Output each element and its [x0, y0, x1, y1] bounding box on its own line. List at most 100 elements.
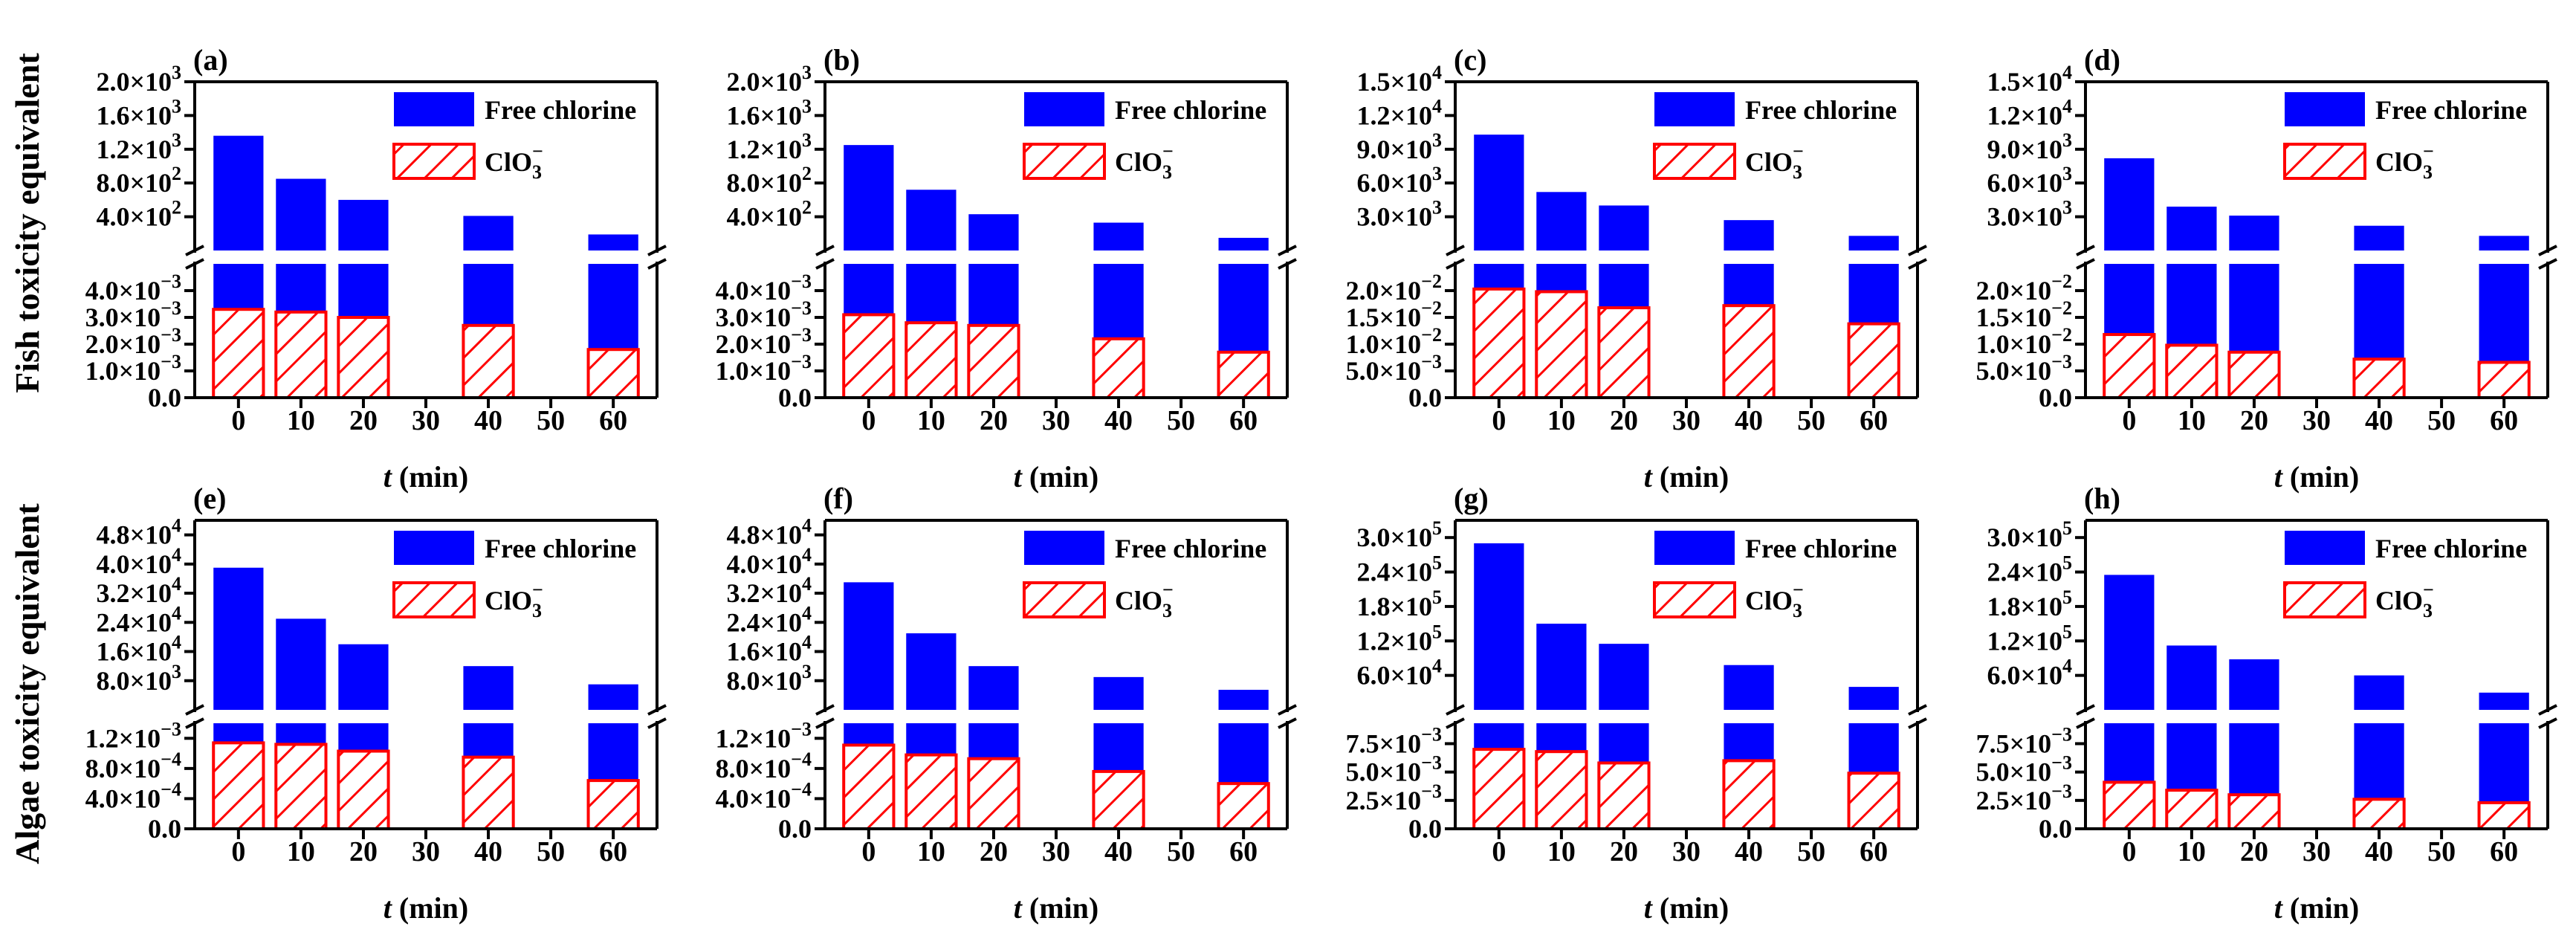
legend-chlorate-sup: −: [1793, 140, 1804, 162]
tick-exponent: 5: [1432, 621, 1442, 642]
tick-exponent: 2: [172, 197, 181, 219]
legend-swatch-chlorate: [392, 143, 476, 180]
tick-exponent: 4: [802, 632, 812, 653]
legend-chlorate-base: ClO: [1115, 147, 1162, 177]
legend-chlorate-sup: −: [532, 140, 543, 162]
legend-chlorate-sub: 3: [1793, 161, 1802, 183]
y-tick-label-upper: 9.0×103: [1356, 129, 1442, 164]
x-tick-label: 10: [287, 836, 315, 867]
x-tick-label: 60: [1860, 405, 1888, 436]
legend-swatch-free-chlorine: [2285, 531, 2365, 565]
tick-exponent: −2: [2051, 324, 2072, 346]
tick-exponent: 4: [1432, 656, 1442, 677]
bar-free-chlorine-upper: [968, 214, 1019, 250]
bar-free-chlorine-upper: [2104, 158, 2155, 250]
tick-exponent: 4: [172, 632, 181, 653]
y-tick-label-upper: 4.8×104: [96, 515, 181, 550]
tick-exponent: 4: [802, 602, 812, 624]
axis-break-mark: [815, 704, 835, 716]
bar-free-chlorine-upper: [276, 618, 326, 710]
bar-free-chlorine-upper: [1599, 205, 1649, 250]
y-tick-label-upper: 1.6×103: [96, 95, 181, 130]
tick-exponent: 5: [2062, 586, 2072, 608]
tick-exponent: 4: [2062, 95, 2072, 117]
bar-free-chlorine-upper: [844, 582, 894, 710]
bar-chlorate: [212, 308, 265, 400]
y-tick-label-lower: 0.0: [148, 383, 181, 413]
legend-label-free-chlorine: Free chlorine: [1115, 534, 1266, 563]
tick-exponent: 4: [172, 544, 181, 566]
tick-exponent: −3: [161, 297, 181, 319]
x-tick-label: 50: [1797, 405, 1825, 436]
bar-free-chlorine-upper: [844, 145, 894, 250]
panel-label: (d): [2084, 43, 2120, 77]
x-tick-label: 10: [287, 405, 315, 436]
y-tick-label-upper: 6.0×103: [1987, 163, 2072, 198]
bar-free-chlorine-upper: [1218, 237, 1269, 250]
axis-break-gap: [2084, 253, 2557, 262]
x-tick-label: 50: [1797, 836, 1825, 867]
legend-chlorate-sub: 3: [1793, 600, 1802, 621]
tick-exponent: −3: [791, 297, 812, 319]
y-tick-label-upper: 9.0×103: [1987, 129, 2072, 164]
bar-chlorate: [2103, 780, 2156, 830]
panel-a: 4.0×1028.0×1021.2×1031.6×1032.0×1030.01.…: [85, 43, 667, 494]
bar-free-chlorine-upper: [213, 135, 264, 250]
x-tick-label: 0: [231, 405, 245, 436]
bar-free-chlorine-upper: [2229, 216, 2279, 250]
legend-swatch-chlorate: [392, 581, 476, 618]
tick-exponent: −3: [161, 324, 181, 346]
y-tick-label-upper: 4.0×104: [726, 544, 812, 579]
panel-d: 3.0×1036.0×1039.0×1031.2×1041.5×1040.05.…: [1976, 43, 2557, 494]
x-axis-label-var: t: [1014, 460, 1023, 494]
axis-break-mark: [2538, 258, 2557, 270]
bar-free-chlorine-upper: [588, 684, 638, 710]
y-tick-label-upper: 4.0×102: [726, 197, 812, 232]
axis-break-mark: [185, 704, 204, 716]
bar-chlorate: [2352, 358, 2406, 400]
bar-free-chlorine-upper: [1093, 222, 1144, 250]
panel-label: (f): [823, 482, 853, 515]
x-tick-label: 50: [537, 405, 565, 436]
bar-free-chlorine-upper: [1536, 624, 1587, 710]
bar-free-chlorine-upper: [1093, 676, 1144, 710]
tick-exponent: −4: [791, 749, 812, 770]
bar-free-chlorine-upper: [1599, 644, 1649, 710]
bar-chlorate: [842, 743, 896, 831]
legend-chlorate-base: ClO: [2375, 147, 2423, 177]
bar-free-chlorine-upper: [463, 666, 514, 710]
tick-exponent: 5: [2062, 552, 2072, 574]
bar-free-chlorine-upper: [1218, 690, 1269, 710]
x-tick-label: 20: [1610, 405, 1638, 436]
x-axis-label-unit: (min): [392, 460, 468, 494]
y-tick-label-upper: 1.2×105: [1987, 621, 2072, 656]
legend-swatch-chlorate: [1023, 143, 1106, 180]
x-tick-label: 20: [1610, 836, 1638, 867]
bar-chlorate: [1722, 304, 1776, 399]
x-axis-label: t (min): [2274, 891, 2359, 925]
bar-chlorate: [1217, 350, 1270, 399]
x-axis-label-unit: (min): [1022, 460, 1098, 494]
legend-chlorate-base: ClO: [1745, 586, 1793, 615]
x-axis-label-unit: (min): [1652, 460, 1729, 494]
tick-exponent: 3: [1432, 163, 1442, 184]
y-tick-label-lower: 0.0: [1408, 814, 1442, 844]
y-tick-label-upper: 1.2×104: [1356, 95, 1442, 130]
legend-label-free-chlorine: Free chlorine: [1745, 534, 1897, 563]
y-tick-label-upper: 3.2×104: [96, 573, 181, 608]
bar-chlorate: [337, 749, 390, 830]
axis-break-mark: [647, 704, 667, 716]
tick-exponent: −3: [1421, 780, 1442, 802]
axis-break-mark: [1446, 704, 1465, 716]
bar-chlorate: [2103, 333, 2156, 400]
axis-break-mark: [815, 258, 835, 270]
y-tick-label-lower: 7.5×10−3: [1976, 723, 2072, 758]
bar-free-chlorine-upper: [1848, 687, 1899, 710]
y-tick-label-upper: 2.4×105: [1987, 552, 2072, 587]
bar-chlorate: [274, 310, 328, 399]
tick-exponent: −3: [161, 271, 181, 292]
axis-break-mark: [1278, 258, 1297, 270]
y-tick-label-upper: 3.0×103: [1356, 197, 1442, 232]
tick-exponent: −2: [2051, 271, 2072, 292]
legend-chlorate-sub: 3: [1162, 161, 1172, 183]
